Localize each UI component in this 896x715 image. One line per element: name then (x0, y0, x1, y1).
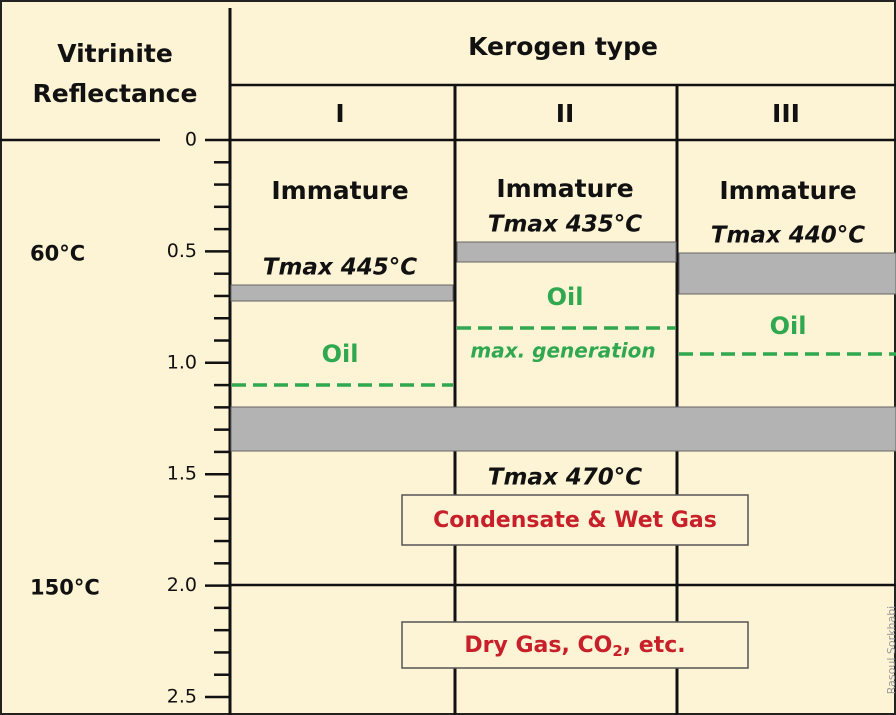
zone-label: Dry Gas, CO2, etc. (464, 633, 685, 660)
label: Tmax 470°C (488, 465, 643, 491)
column-header: II (556, 99, 575, 128)
column-header: I (335, 99, 344, 128)
dashed-lines (232, 326, 896, 387)
label: Oil (770, 312, 807, 340)
tick-label: 1.0 (167, 351, 197, 373)
temperature-label: 60°C (30, 241, 85, 265)
label: Immature (496, 174, 633, 203)
label: Tmax 440°C (711, 223, 866, 249)
label: Immature (271, 176, 408, 205)
tick-label: 0 (185, 129, 197, 151)
tick-label: 1.5 (167, 463, 197, 485)
label: Oil (547, 283, 584, 311)
label: Oil (322, 340, 359, 368)
column-header: III (772, 99, 800, 128)
label: Immature (719, 176, 856, 205)
tick-label: 2.5 (167, 686, 197, 708)
credit: Rasoul Sorkhabi (885, 606, 896, 694)
label: max. generation (470, 339, 655, 363)
bands (230, 241, 896, 452)
frame (0, 8, 896, 715)
left-title: Reflectance (33, 79, 198, 108)
left-title: Vitrinite (57, 39, 173, 68)
label: Tmax 445°C (263, 255, 418, 281)
zone-box (401, 494, 749, 546)
right-title: Kerogen type (468, 32, 658, 61)
tick-label: 0.5 (167, 240, 197, 262)
zone-box (401, 621, 749, 669)
zone-label: Condensate & Wet Gas (433, 508, 717, 533)
tick-label: 2.0 (167, 574, 197, 596)
temperature-label: 150°C (30, 576, 100, 600)
label: Tmax 435°C (488, 212, 643, 238)
